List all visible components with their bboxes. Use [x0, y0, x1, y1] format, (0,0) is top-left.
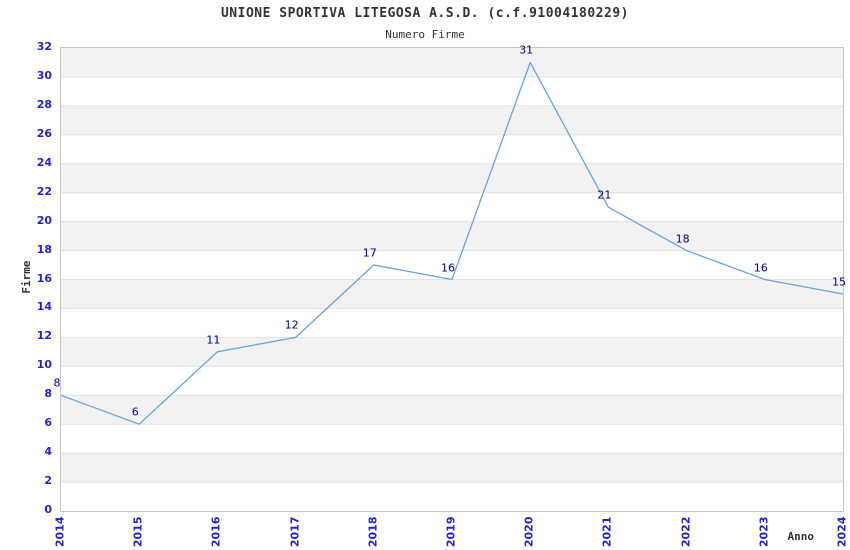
background-band — [61, 337, 843, 367]
y-tick-label-22: 22 — [36, 184, 52, 198]
y-tick-label-10: 10 — [36, 358, 52, 372]
y-tick-label-18: 18 — [36, 242, 52, 256]
data-label-2023: 16 — [753, 261, 768, 274]
x-tick-label-2014: 2014 — [53, 516, 67, 548]
x-tick-label-2024: 2024 — [835, 516, 849, 548]
data-label-2019: 16 — [441, 261, 455, 274]
y-tick-label-2: 2 — [44, 474, 52, 488]
chart-title: UNIONE SPORTIVA LITEGOSA A.S.D. (c.f.910… — [220, 6, 629, 21]
y-tick-label-32: 32 — [36, 40, 52, 53]
y-tick-label-8: 8 — [44, 387, 52, 401]
background-band — [61, 453, 843, 483]
y-tick-label-6: 6 — [44, 416, 52, 430]
x-axis-title: Anno — [787, 530, 815, 543]
y-tick-label-16: 16 — [36, 271, 52, 285]
y-tick-label-12: 12 — [36, 329, 52, 343]
background-band — [61, 221, 843, 251]
background-band — [61, 48, 843, 77]
background-band — [61, 163, 843, 193]
data-label-2020: 31 — [519, 43, 534, 57]
data-label-2015: 6 — [131, 405, 139, 419]
y-tick-label-26: 26 — [36, 126, 52, 140]
y-tick-label-30: 30 — [36, 68, 52, 82]
x-tick-label-2018: 2018 — [366, 516, 380, 548]
background-band — [61, 395, 843, 425]
y-tick-label-28: 28 — [36, 97, 52, 111]
data-label-2021: 21 — [597, 188, 612, 202]
x-tick-label-2023: 2023 — [757, 516, 771, 548]
data-label-2016: 11 — [206, 333, 221, 347]
y-tick-label-20: 20 — [36, 213, 52, 227]
x-tick-label-2015: 2015 — [131, 516, 145, 548]
x-tick-label-2020: 2020 — [522, 516, 536, 548]
data-label-2014: 8 — [53, 376, 61, 390]
x-tick-label-2021: 2021 — [600, 516, 614, 548]
data-label-2024: 15 — [832, 275, 846, 289]
y-tick-label-4: 4 — [44, 445, 52, 459]
y-tick-label-24: 24 — [36, 155, 52, 169]
x-tick-label-2017: 2017 — [288, 516, 302, 548]
line-series-svg — [60, 48, 844, 483]
data-label-2022: 18 — [675, 232, 690, 246]
x-tick-label-2022: 2022 — [679, 516, 693, 548]
y-tick-label-0: 0 — [44, 503, 52, 516]
background-band — [61, 105, 843, 135]
background-band — [61, 279, 843, 309]
data-label-2018: 17 — [362, 246, 377, 260]
x-tick-label-2016: 2016 — [209, 516, 223, 548]
series-line-firme — [60, 61, 844, 425]
x-tick-label-2019: 2019 — [444, 516, 458, 548]
chart-subtitle: Numero Firme — [385, 28, 465, 41]
data-label-2017: 12 — [284, 318, 299, 332]
y-tick-label-14: 14 — [36, 300, 52, 314]
plot-area: 8 6 11 12 17 16 31 21 18 16 15 — [54, 43, 846, 512]
